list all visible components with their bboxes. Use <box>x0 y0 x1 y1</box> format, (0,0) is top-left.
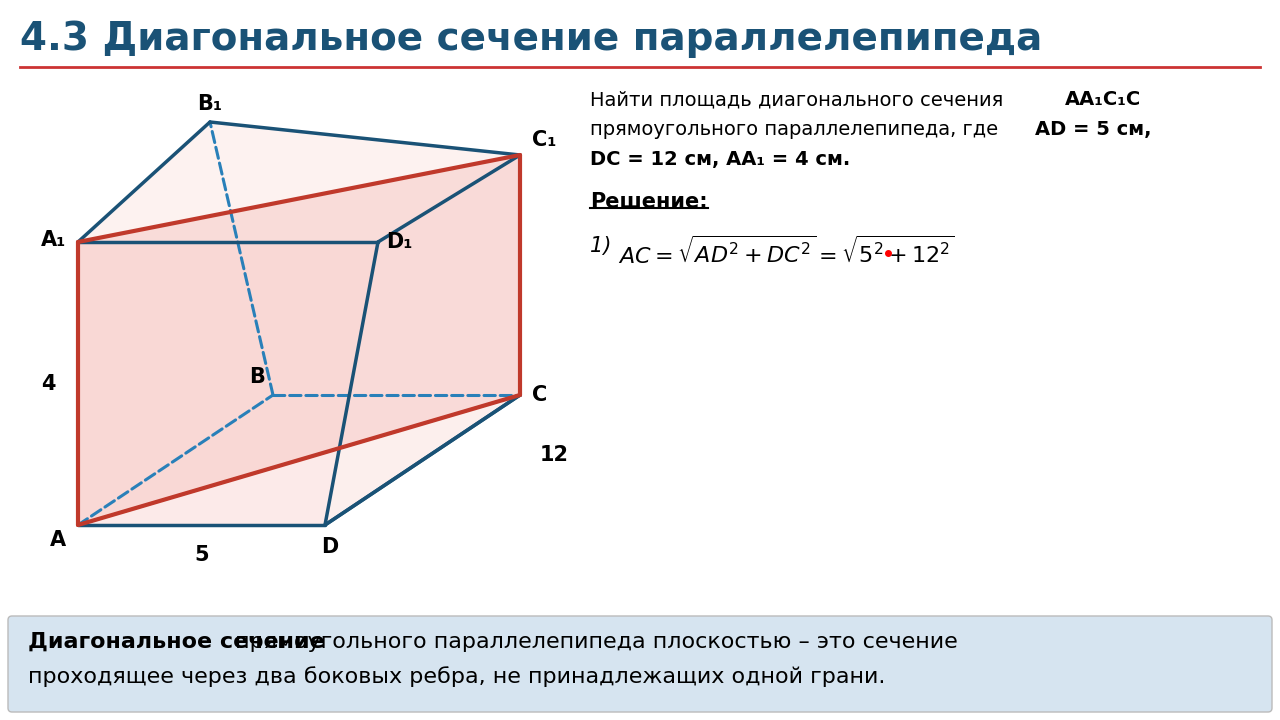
Text: Диагональное сечение: Диагональное сечение <box>28 632 325 652</box>
Polygon shape <box>78 122 520 242</box>
Text: AD = 5 см,: AD = 5 см, <box>1036 120 1152 139</box>
Text: DC = 12 см, AA₁ = 4 см.: DC = 12 см, AA₁ = 4 см. <box>590 150 850 169</box>
Text: Решение:: Решение: <box>590 192 708 212</box>
Text: D: D <box>321 537 339 557</box>
Text: 4.3 Диагональное сечение параллелепипеда: 4.3 Диагональное сечение параллелепипеда <box>20 20 1042 58</box>
Polygon shape <box>325 155 520 525</box>
Text: прямоугольного параллелепипеда, где: прямоугольного параллелепипеда, где <box>590 120 1005 139</box>
Text: $AC = \sqrt{AD^2 + DC^2} = \sqrt{5^2 + 12^2}$: $AC = \sqrt{AD^2 + DC^2} = \sqrt{5^2 + 1… <box>618 236 955 269</box>
Polygon shape <box>78 242 378 525</box>
Text: проходящее через два боковых ребра, не принадлежащих одной грани.: проходящее через два боковых ребра, не п… <box>28 666 886 687</box>
Text: прямоугольного параллелепипеда плоскостью – это сечение: прямоугольного параллелепипеда плоскость… <box>228 632 957 652</box>
Text: A: A <box>50 530 67 550</box>
FancyBboxPatch shape <box>8 616 1272 712</box>
Text: 4: 4 <box>41 374 56 394</box>
Text: АА₁С₁С: АА₁С₁С <box>1065 90 1142 109</box>
Text: B: B <box>250 367 265 387</box>
Text: A₁: A₁ <box>41 230 67 250</box>
Text: 1): 1) <box>590 236 618 256</box>
Text: C: C <box>532 385 548 405</box>
Text: D₁: D₁ <box>387 232 412 252</box>
Polygon shape <box>78 155 520 525</box>
Text: 12: 12 <box>540 445 570 465</box>
Text: C₁: C₁ <box>532 130 557 150</box>
Text: Найти площадь диагонального сечения: Найти площадь диагонального сечения <box>590 90 1010 109</box>
Text: 5: 5 <box>195 545 209 565</box>
Text: B₁: B₁ <box>197 94 223 114</box>
